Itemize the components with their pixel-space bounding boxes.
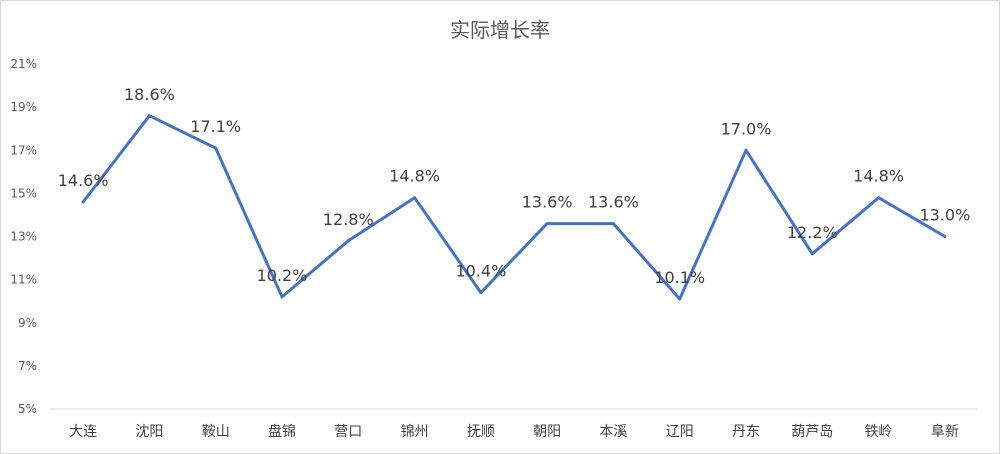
data-point	[810, 252, 814, 256]
y-tick-label: 15%	[10, 186, 37, 200]
data-label: 14.8%	[389, 167, 440, 186]
data-point	[744, 148, 748, 152]
x-tick-label: 葫芦岛	[791, 424, 833, 440]
data-point	[413, 196, 417, 200]
data-label: 14.8%	[853, 167, 904, 186]
x-tick-label: 盘锦	[268, 423, 296, 440]
data-point	[214, 146, 218, 150]
data-label: 13.6%	[588, 193, 639, 212]
x-axis: 大连 沈阳 鞍山 盘锦 营口 锦州 抚顺 朝阳 本溪 辽阳 丹东 葫芦岛 铁岭 阜新	[50, 408, 978, 440]
x-tick-label: 铁岭	[865, 424, 893, 440]
data-label: 10.2%	[257, 266, 308, 285]
y-tick-label: 7%	[18, 359, 37, 373]
y-tick-label: 21%	[10, 57, 37, 71]
data-label: 10.4%	[455, 262, 506, 281]
data-point	[479, 291, 483, 295]
data-point	[147, 114, 151, 118]
data-point	[280, 295, 284, 299]
x-tick-label: 抚顺	[467, 424, 495, 440]
x-tick-label: 辽阳	[666, 424, 694, 440]
data-label: 12.2%	[787, 223, 838, 242]
data-label: 14.6%	[58, 171, 109, 190]
x-tick-label: 营口	[334, 424, 362, 440]
data-label: 17.0%	[721, 119, 772, 138]
x-tick-label: 鞍山	[202, 424, 230, 440]
y-tick-label: 5%	[18, 402, 37, 416]
chart-title: 实际增长率	[450, 18, 550, 42]
x-tick-label: 锦州	[401, 423, 429, 440]
data-point	[545, 222, 549, 226]
x-tick-label: 本溪	[599, 424, 627, 440]
y-tick-label: 17%	[10, 143, 37, 157]
x-tick-label: 大连	[69, 424, 97, 440]
data-point	[678, 297, 682, 301]
series-line-0	[81, 114, 947, 301]
data-label: 12.8%	[323, 210, 374, 229]
x-tick-label: 沈阳	[135, 424, 163, 440]
data-label: 10.1%	[654, 268, 705, 287]
data-label: 13.0%	[919, 206, 970, 225]
series-line	[81, 114, 947, 301]
y-axis: 5% 7% 9% 11% 13% 15% 17% 19% 21%	[10, 57, 37, 416]
y-tick-label: 9%	[18, 316, 37, 330]
y-tick-label: 13%	[10, 230, 37, 244]
data-point	[346, 239, 350, 243]
data-label: 18.6%	[124, 85, 175, 104]
x-tick-label: 朝阳	[533, 424, 561, 440]
data-point	[877, 196, 881, 200]
y-tick-label: 19%	[10, 100, 37, 114]
data-label: 13.6%	[522, 193, 573, 212]
data-point	[81, 200, 85, 204]
data-point	[943, 235, 947, 238]
data-labels: 14.6% 18.6% 17.1% 10.2% 12.8% 14.8% 10.4% 13.6%…	[58, 85, 971, 287]
y-tick-label: 11%	[10, 273, 37, 287]
x-tick-label: 阜新	[931, 423, 959, 440]
data-label: 17.1%	[190, 117, 241, 136]
x-tick-label: 丹东	[732, 424, 760, 440]
data-point	[611, 222, 615, 226]
